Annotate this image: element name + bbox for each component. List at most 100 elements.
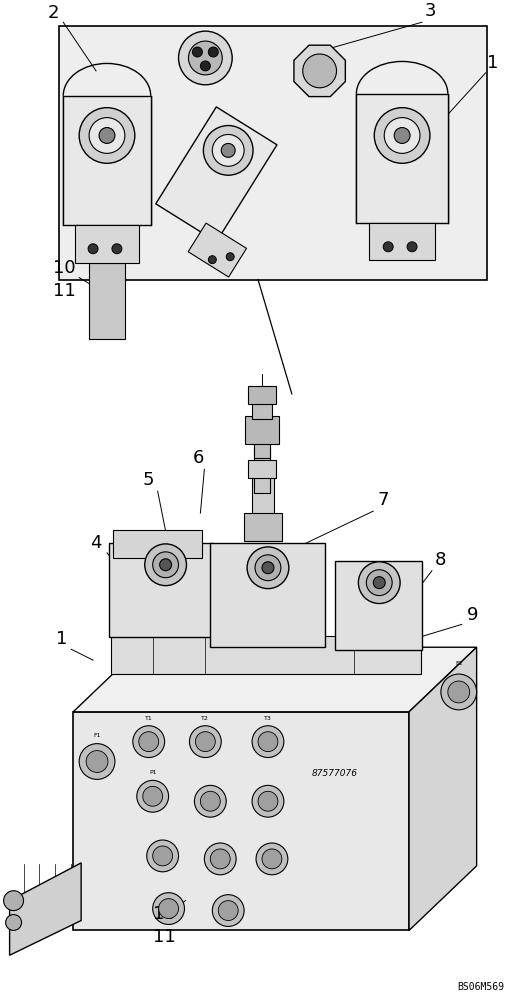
Bar — [210, 543, 324, 647]
Text: 6: 6 — [193, 449, 204, 467]
Circle shape — [210, 849, 230, 869]
Bar — [356, 94, 448, 223]
Polygon shape — [73, 647, 477, 712]
Bar — [188, 223, 246, 277]
Text: 7: 7 — [377, 491, 389, 509]
Circle shape — [160, 559, 171, 571]
Circle shape — [212, 895, 244, 926]
Bar — [252, 473, 274, 538]
Circle shape — [209, 47, 219, 57]
Circle shape — [209, 256, 216, 264]
Text: 2: 2 — [48, 4, 59, 22]
Bar — [59, 26, 487, 280]
Circle shape — [303, 54, 336, 88]
Bar — [63, 96, 151, 225]
Circle shape — [258, 732, 278, 752]
Circle shape — [394, 128, 410, 143]
Text: 87577076: 87577076 — [312, 769, 357, 778]
Text: 11: 11 — [53, 282, 76, 300]
Bar — [369, 223, 435, 260]
Bar — [89, 263, 125, 339]
Text: 9: 9 — [467, 606, 478, 624]
Circle shape — [190, 726, 221, 758]
Text: T1: T1 — [145, 716, 152, 721]
Circle shape — [159, 899, 179, 919]
Circle shape — [384, 118, 420, 153]
Circle shape — [152, 846, 172, 866]
Circle shape — [448, 681, 470, 703]
Circle shape — [79, 744, 115, 779]
Bar — [156, 107, 277, 242]
Circle shape — [112, 244, 122, 254]
Circle shape — [4, 891, 24, 911]
Bar — [75, 225, 139, 263]
Bar — [245, 416, 279, 444]
Bar — [254, 433, 270, 458]
Circle shape — [366, 570, 392, 596]
Polygon shape — [294, 45, 345, 97]
Text: BS06M569: BS06M569 — [457, 982, 505, 992]
Circle shape — [212, 134, 244, 166]
Text: 10: 10 — [53, 259, 76, 277]
Text: F2: F2 — [455, 661, 463, 666]
Circle shape — [6, 915, 21, 930]
Circle shape — [137, 780, 169, 812]
Circle shape — [145, 544, 187, 586]
Text: 4: 4 — [90, 534, 102, 552]
Circle shape — [99, 128, 115, 143]
Text: 5: 5 — [143, 471, 155, 489]
Circle shape — [195, 732, 215, 752]
Circle shape — [179, 31, 232, 85]
Polygon shape — [9, 863, 81, 955]
Circle shape — [258, 791, 278, 811]
Text: 10: 10 — [152, 905, 176, 923]
Circle shape — [219, 901, 238, 921]
Text: 1: 1 — [487, 54, 498, 72]
Bar — [252, 399, 272, 419]
Circle shape — [252, 785, 284, 817]
Bar — [334, 561, 422, 650]
Circle shape — [407, 242, 417, 252]
Circle shape — [147, 840, 179, 872]
Circle shape — [221, 143, 235, 157]
Circle shape — [255, 555, 281, 581]
Bar — [248, 460, 276, 478]
Circle shape — [256, 843, 288, 875]
Circle shape — [200, 61, 210, 71]
Circle shape — [192, 47, 202, 57]
Text: 3: 3 — [425, 2, 436, 20]
Text: P1: P1 — [149, 770, 157, 775]
Circle shape — [247, 547, 289, 589]
Circle shape — [194, 785, 226, 817]
Bar — [111, 636, 421, 674]
Circle shape — [383, 242, 393, 252]
Polygon shape — [73, 712, 409, 930]
Bar — [248, 386, 276, 404]
Bar — [109, 543, 213, 637]
Text: T2: T2 — [201, 716, 209, 721]
Circle shape — [252, 726, 284, 758]
Circle shape — [204, 843, 236, 875]
Circle shape — [152, 893, 184, 924]
Text: 8: 8 — [435, 551, 446, 569]
Circle shape — [373, 577, 385, 589]
Circle shape — [358, 562, 400, 604]
Circle shape — [86, 751, 108, 772]
Circle shape — [143, 786, 162, 806]
Bar — [113, 530, 202, 558]
Text: 1: 1 — [56, 630, 67, 648]
Circle shape — [139, 732, 159, 752]
Text: F1: F1 — [93, 733, 101, 738]
Text: 11: 11 — [152, 928, 176, 946]
Bar — [254, 448, 270, 493]
Circle shape — [374, 108, 430, 163]
Circle shape — [152, 552, 179, 578]
Circle shape — [226, 253, 234, 261]
Circle shape — [200, 791, 220, 811]
Circle shape — [262, 849, 282, 869]
Bar — [244, 513, 282, 541]
Polygon shape — [409, 647, 477, 930]
Circle shape — [262, 562, 274, 574]
Circle shape — [133, 726, 165, 758]
Circle shape — [88, 244, 98, 254]
